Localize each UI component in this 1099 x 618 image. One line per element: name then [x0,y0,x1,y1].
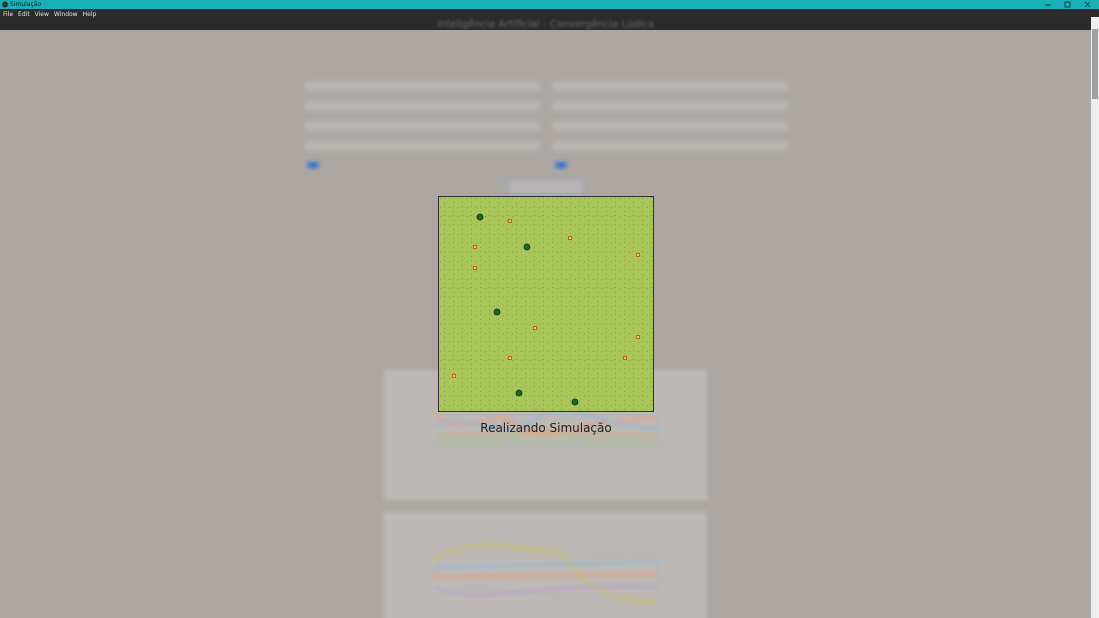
food [508,356,512,360]
food [508,219,512,223]
creature [571,398,579,406]
food [473,245,477,249]
window-controls[interactable] [1039,0,1099,9]
field [553,121,788,131]
food [452,374,456,378]
creature [523,243,531,251]
menu-bar: File Edit View Window Help [0,9,1099,30]
menu-item[interactable]: Help [82,11,97,18]
field [553,141,788,151]
creature [493,308,501,316]
menu-item[interactable]: File [3,11,14,18]
simulation-board [438,196,654,412]
menu: File Edit View Window Help [3,11,96,18]
food [473,266,477,270]
food [636,253,640,257]
food [568,236,572,240]
scrollbar[interactable] [1091,17,1099,618]
field [305,101,540,111]
food [623,356,627,360]
food [636,335,640,339]
toggle [555,162,567,168]
status-text: Realizando Simulação [480,421,612,435]
agents [452,213,640,406]
chart-lines [433,544,660,603]
app-icon [2,1,8,8]
button [508,179,584,195]
chart-lines [433,410,660,443]
window-title: Simulação [10,1,42,8]
food [533,326,537,330]
field [305,141,540,151]
scroll-thumb[interactable] [1092,29,1098,99]
chart-panel [384,512,707,618]
menu-item[interactable]: Edit [18,11,30,18]
creature [515,389,523,397]
field [305,81,540,91]
menu-item[interactable]: View [34,11,49,18]
field [305,121,540,131]
menu-item[interactable]: Window [53,11,78,18]
header-title: Inteligência Artificial - Convergência L… [437,19,654,30]
toggle [307,162,319,168]
creature [476,213,484,221]
title-bar: Simulação [0,0,1099,9]
field [553,101,788,111]
field [553,81,788,91]
